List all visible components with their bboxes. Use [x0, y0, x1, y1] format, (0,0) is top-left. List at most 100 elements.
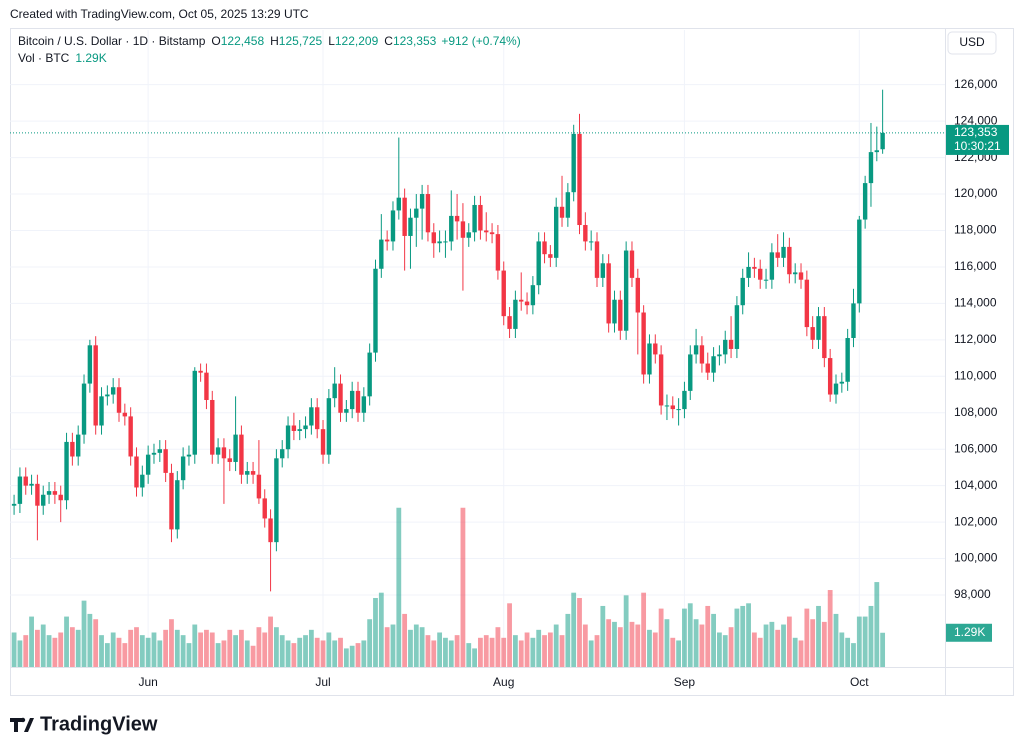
- candle-body: [787, 246, 792, 275]
- volume-bar: [134, 627, 139, 667]
- volume-bar: [489, 637, 495, 667]
- candle-body: [513, 299, 518, 329]
- volume-bar: [221, 640, 227, 667]
- candle-body: [355, 390, 361, 413]
- candle-body: [658, 354, 664, 406]
- candle-body: [245, 471, 250, 475]
- candle-body: [23, 476, 28, 486]
- volume-header: Vol · BTC 1.29K: [18, 51, 107, 65]
- volume-bar: [227, 629, 233, 667]
- field-value: 125,725: [279, 34, 323, 48]
- legend-header: Bitcoin / U.S. Dollar · 1D · Bitstamp O12…: [18, 34, 521, 48]
- volume-bar: [658, 608, 664, 667]
- volume-bar: [163, 629, 169, 667]
- volume-bar: [804, 608, 810, 667]
- volume-bar: [390, 624, 396, 667]
- volume-bar: [104, 643, 110, 667]
- volume-bar: [396, 507, 402, 667]
- grid: 98,000 100,000 102,000 104,000 106,000 108,00…: [10, 30, 998, 689]
- volume-bar: [786, 616, 792, 667]
- candle-body: [758, 268, 763, 280]
- candle-body: [303, 425, 308, 430]
- volume-bar: [623, 595, 629, 667]
- volume-bar: [851, 643, 856, 667]
- candle-body: [140, 474, 145, 488]
- volume-bar: [821, 621, 827, 667]
- volume-bar: [69, 627, 75, 667]
- volume-bar: [291, 643, 297, 667]
- candle-layer: [11, 89, 885, 592]
- candle-body: [816, 316, 821, 340]
- volume-bar: [308, 629, 314, 667]
- candle-body: [728, 339, 734, 349]
- candle-body: [588, 241, 594, 243]
- candle-body: [484, 230, 489, 233]
- volume-bar: [93, 619, 99, 667]
- candle-body: [175, 480, 180, 530]
- candle-body: [192, 370, 197, 455]
- candle-body: [845, 338, 850, 382]
- candle-body: [116, 387, 122, 413]
- volume-bar: [512, 635, 518, 667]
- candle-body: [291, 425, 297, 431]
- volume-bar: [250, 645, 256, 667]
- candle-body: [752, 266, 757, 269]
- volume-bar: [501, 637, 507, 667]
- candle-body: [425, 194, 431, 233]
- volume-bar: [268, 616, 273, 667]
- candle-body: [571, 133, 576, 193]
- volume-bar: [169, 619, 174, 667]
- volume-bar: [81, 600, 87, 667]
- volume-bar: [664, 619, 670, 667]
- currency-box[interactable]: [947, 31, 997, 55]
- volume-bar: [29, 616, 34, 667]
- volume-bar: [34, 629, 40, 667]
- candle-body: [851, 303, 856, 339]
- volume-bar: [641, 592, 647, 667]
- candle-body: [705, 363, 710, 373]
- candle-body: [460, 221, 466, 238]
- field-key: H: [270, 34, 279, 48]
- volume-bar: [23, 635, 29, 667]
- candle-body: [594, 241, 600, 278]
- volume-bar: [507, 603, 512, 667]
- field-value: 123,353: [393, 34, 437, 48]
- candle-body: [542, 241, 547, 255]
- candle-body: [606, 263, 611, 324]
- y-tick-label: 124,000: [954, 113, 998, 127]
- candle-body: [693, 345, 699, 355]
- volume-bar: [209, 632, 215, 667]
- last-price-box: [946, 124, 1009, 155]
- volume-bar: [518, 640, 524, 667]
- currency[interactable]: USD: [959, 35, 985, 49]
- y-tick-label: 114,000: [954, 296, 997, 310]
- candle-body: [163, 449, 168, 473]
- candle-body: [76, 434, 81, 457]
- volume-bar: [472, 648, 477, 667]
- volume-bar: [524, 632, 530, 667]
- volume-bar: [145, 637, 151, 667]
- y-tick-label: 112,000: [954, 332, 997, 346]
- candle-body: [81, 383, 87, 435]
- candle-body: [629, 250, 635, 278]
- volume-bar: [192, 624, 198, 667]
- candle-body: [495, 234, 501, 271]
- candle-body: [548, 254, 553, 258]
- candle-body: [198, 370, 203, 373]
- volume-bar: [151, 632, 157, 667]
- candle-body: [769, 252, 775, 280]
- volume-bar: [594, 635, 600, 667]
- volume-bar: [128, 629, 134, 667]
- candle-body: [285, 425, 291, 450]
- candle-body: [379, 239, 384, 269]
- volume-bar: [856, 616, 862, 667]
- volume-bar: [565, 613, 571, 667]
- volume-bar: [874, 582, 880, 667]
- candle-body: [670, 405, 675, 410]
- volume-bar: [530, 637, 536, 667]
- candle-body: [647, 343, 652, 375]
- volume-bar: [64, 616, 69, 667]
- volume-bar: [577, 597, 582, 667]
- candle-body: [746, 266, 751, 278]
